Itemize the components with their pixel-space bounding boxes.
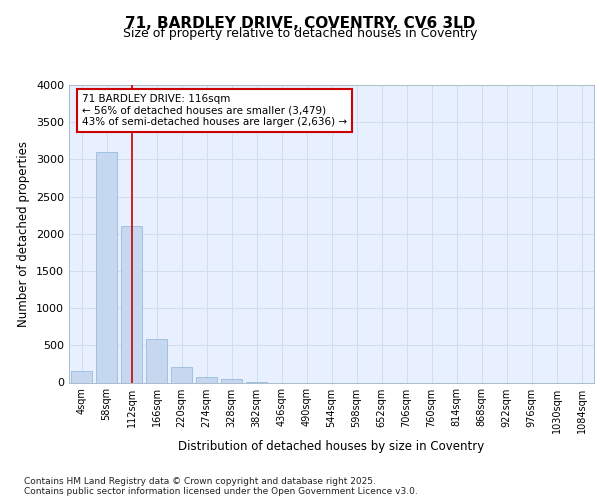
Y-axis label: Number of detached properties: Number of detached properties — [17, 141, 31, 327]
Bar — [146, 340, 167, 382]
Bar — [96, 152, 117, 382]
Bar — [121, 226, 142, 382]
Text: 71 BARDLEY DRIVE: 116sqm
← 56% of detached houses are smaller (3,479)
43% of sem: 71 BARDLEY DRIVE: 116sqm ← 56% of detach… — [82, 94, 347, 127]
Bar — [221, 379, 242, 382]
Bar — [71, 372, 92, 382]
Text: Contains HM Land Registry data © Crown copyright and database right 2025.: Contains HM Land Registry data © Crown c… — [24, 477, 376, 486]
X-axis label: Distribution of detached houses by size in Coventry: Distribution of detached houses by size … — [178, 440, 485, 452]
Bar — [171, 367, 192, 382]
Text: Contains public sector information licensed under the Open Government Licence v3: Contains public sector information licen… — [24, 487, 418, 496]
Text: Size of property relative to detached houses in Coventry: Size of property relative to detached ho… — [123, 28, 477, 40]
Text: 71, BARDLEY DRIVE, COVENTRY, CV6 3LD: 71, BARDLEY DRIVE, COVENTRY, CV6 3LD — [125, 16, 475, 31]
Bar — [196, 378, 217, 382]
